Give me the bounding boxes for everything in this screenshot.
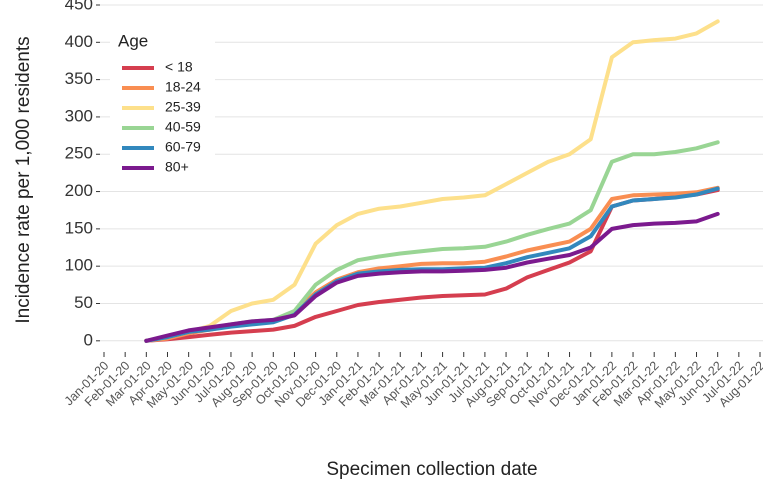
legend-label: 80+ [165,159,189,175]
legend-label: 18-24 [165,79,201,95]
legend-label: < 18 [165,59,193,75]
y-tick-label: 100 [65,256,93,275]
series-line [144,19,720,343]
legend-box [110,25,215,185]
legend-label: 60-79 [165,139,201,155]
y-tick-label: 400 [65,32,93,51]
series-line [144,185,720,343]
y-tick-label: 0 [84,330,93,349]
series-line [144,211,720,343]
series-line [144,186,720,343]
y-tick-label: 250 [65,144,93,163]
legend-label: 40-59 [165,119,201,135]
y-tick-label: 150 [65,218,93,237]
y-axis-label: Incidence rate per 1,000 residents [13,36,34,323]
y-tick-label: 350 [65,69,93,88]
y-tick-label: 200 [65,181,93,200]
legend-label: 25-39 [165,99,201,115]
y-tick-label: 450 [65,0,93,13]
y-tick-label: 300 [65,106,93,125]
legend-title: Age [118,31,148,50]
x-axis-label: Specimen collection date [326,459,537,480]
y-tick-label: 50 [74,293,93,312]
